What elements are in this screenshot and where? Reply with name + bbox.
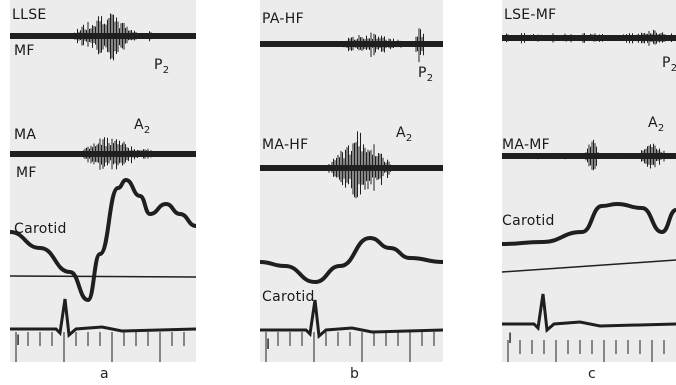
panel-c-carotid-trace — [502, 202, 676, 246]
trace-label-ecg-i: I — [508, 331, 513, 347]
trace-label-carotid: Carotid — [262, 289, 315, 305]
trace-label-carotid: Carotid — [502, 213, 555, 229]
panel-a-ma-trace-spikes — [10, 137, 195, 170]
panel-a-llse-trace-spikes — [10, 13, 195, 61]
panel-c-baseline — [502, 259, 676, 273]
panel-a-traces — [10, 13, 196, 362]
panel-a-baseline — [10, 275, 196, 278]
trace-label-ma-mf: MA-MF — [502, 137, 551, 153]
panel-b-pa-trace-spikes — [260, 28, 442, 63]
trace-sublabel-mf-2: MF — [16, 165, 37, 181]
trace-label-llse: LLSE — [12, 7, 47, 23]
panel-c-ma-trace-spikes — [502, 139, 675, 171]
panel-letter-b: b — [350, 366, 359, 382]
sound-label-a2: A2 — [134, 117, 151, 136]
panel-b-carotid-trace — [260, 236, 443, 284]
trace-label-ecg-i: I — [16, 333, 21, 349]
sound-label-p2: P2 — [662, 55, 676, 74]
trace-label-ma: MA — [14, 127, 37, 143]
panel-a-ecg-trace — [10, 298, 196, 338]
trace-label-ma-hf: MA-HF — [262, 137, 309, 153]
trace-label-pa-hf: PA-HF — [262, 11, 304, 27]
panel-b-ecg-trace — [260, 299, 443, 339]
panel-c-traces — [502, 29, 676, 362]
sound-label-p2: P2 — [418, 65, 434, 84]
sound-label-a2: A2 — [396, 125, 413, 144]
panel-c-ecg-trace — [502, 293, 676, 333]
panel-a-carotid-trace — [10, 178, 196, 302]
sound-label-p2: P2 — [154, 57, 170, 76]
panel-c: LSE-MF P2 MA-MF A2 Carotid I — [502, 0, 676, 362]
panel-letter-a: a — [100, 366, 109, 382]
panel-a: LLSE MF P2 MA MF A2 Carotid I — [10, 0, 196, 362]
sound-label-a2: A2 — [648, 115, 665, 134]
panel-b-traces — [260, 28, 443, 362]
panel-b: PA-HF P2 MA-HF A2 Carotid I — [260, 0, 443, 362]
trace-label-carotid: Carotid — [14, 221, 67, 237]
panel-letter-c: c — [588, 366, 596, 382]
trace-label-lse-mf: LSE-MF — [504, 7, 557, 23]
panel-b-ma-trace-spikes — [260, 131, 442, 199]
trace-sublabel-mf: MF — [14, 43, 35, 59]
trace-label-ecg-i: I — [266, 337, 271, 353]
